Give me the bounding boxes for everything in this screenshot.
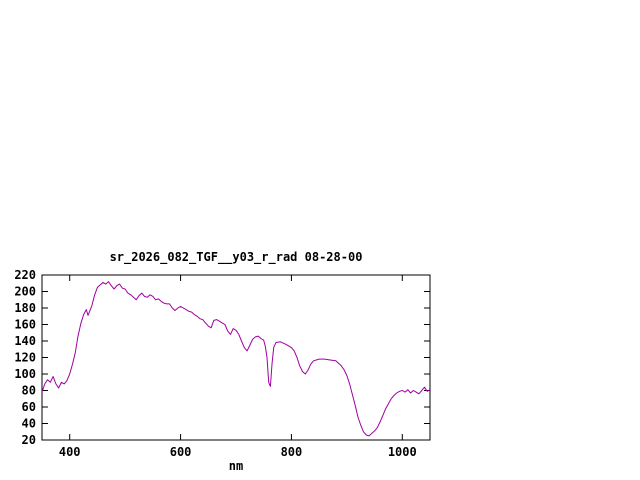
x-tick-label: 400	[59, 445, 81, 459]
y-tick-label: 20	[22, 433, 36, 447]
y-tick-label: 80	[22, 384, 36, 398]
x-tick-label: 600	[170, 445, 192, 459]
y-tick-label: 100	[14, 367, 36, 381]
chart-title: sr_2026_082_TGF__y03_r_rad 08-28-00	[109, 250, 363, 264]
spectrum-line	[41, 281, 431, 437]
x-tick-label: 800	[281, 445, 303, 459]
y-tick-label: 220	[14, 268, 36, 282]
y-tick-label: 120	[14, 351, 36, 365]
x-axis-label: nm	[228, 459, 244, 473]
x-tick-label: 1000	[388, 445, 417, 459]
y-tick-label: 160	[14, 318, 36, 332]
y-tick-label: 140	[14, 334, 36, 348]
plot-border	[41, 274, 431, 441]
y-tick-label: 180	[14, 301, 36, 315]
y-tick-label: 60	[22, 400, 36, 414]
y-tick-label: 200	[14, 285, 36, 299]
y-tick-label: 40	[22, 417, 36, 431]
